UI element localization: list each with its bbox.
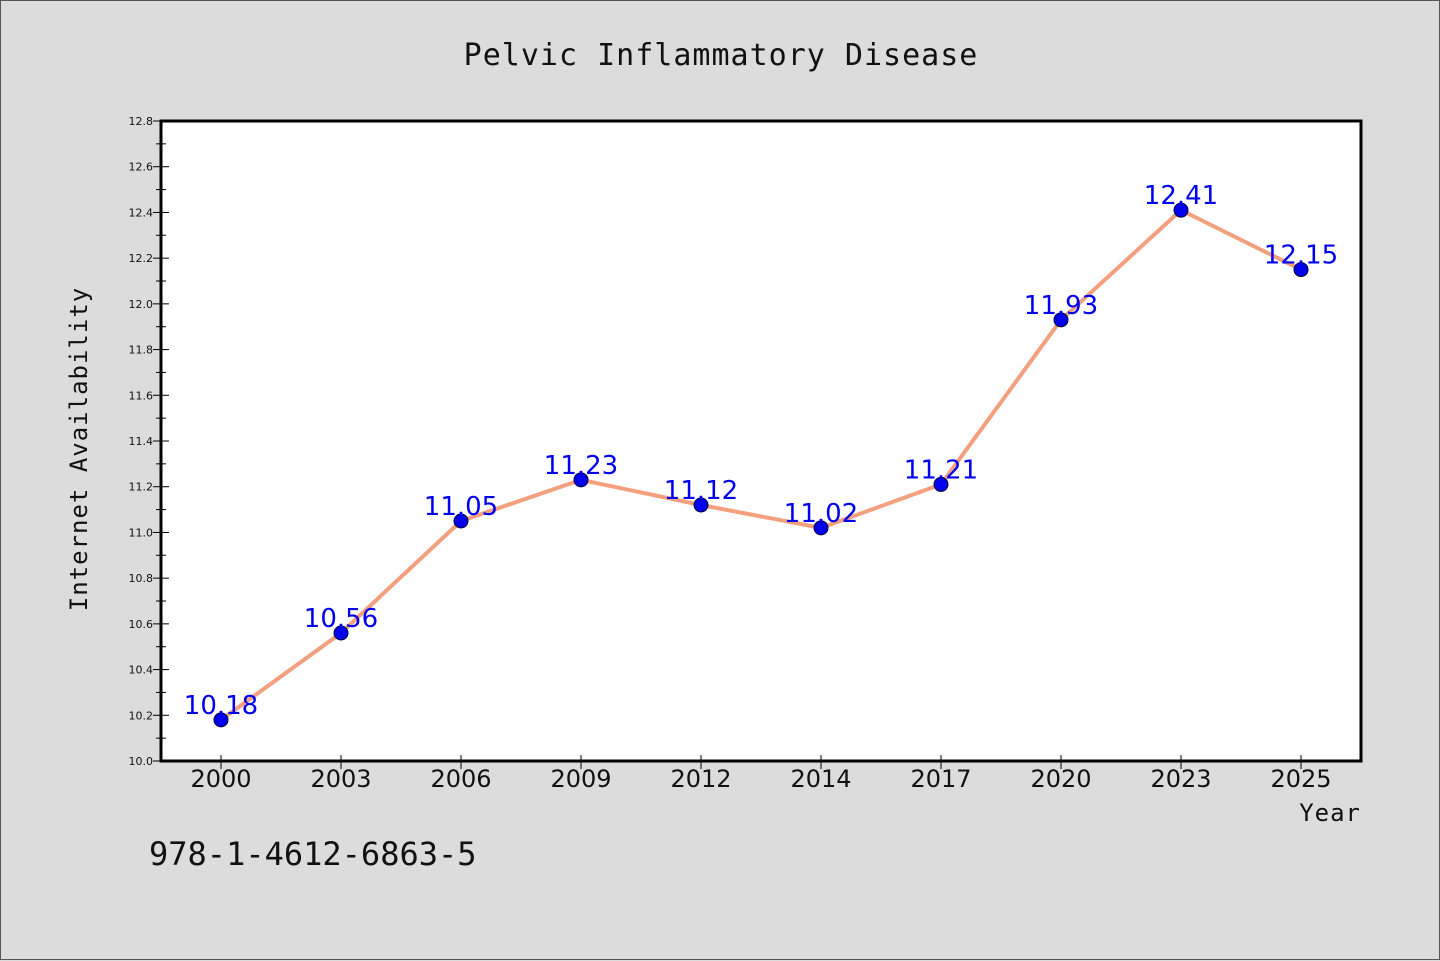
x-tick-label: 2009 bbox=[550, 765, 611, 793]
data-point bbox=[573, 472, 589, 488]
series-layer: 10.18 10.56 11.05 11.23 11.12 11.02 11.21 11.93… bbox=[184, 181, 1338, 728]
y-tick-label: 12.4 bbox=[129, 206, 154, 219]
y-tick-label: 11.4 bbox=[129, 435, 154, 448]
y-tick-label: 12.2 bbox=[129, 252, 154, 265]
y-axis: 10.0 10.2 10.4 10.6 10.8 11.0 11.2 11.4 11.6 11.8… bbox=[129, 115, 169, 768]
y-tick-label: 12.0 bbox=[129, 298, 154, 311]
x-tick-label: 2017 bbox=[910, 765, 971, 793]
x-axis: 2000 2003 2006 2009 2012 2014 2017 2020 2023 2025 bbox=[190, 755, 1332, 793]
data-label: 11.02 bbox=[784, 499, 858, 529]
data-point bbox=[1293, 262, 1309, 278]
y-tick-label: 11.8 bbox=[129, 344, 154, 357]
y-tick-label: 10.0 bbox=[129, 755, 154, 768]
series-line bbox=[219, 208, 1302, 722]
data-point bbox=[213, 712, 229, 728]
x-tick-label: 2012 bbox=[670, 765, 731, 793]
data-point bbox=[1173, 202, 1189, 218]
y-tick-label: 11.6 bbox=[129, 389, 154, 402]
y-tick-label: 11.2 bbox=[129, 481, 154, 494]
x-tick-label: 2003 bbox=[310, 765, 371, 793]
data-point bbox=[933, 476, 949, 492]
data-label: 10.56 bbox=[304, 604, 378, 634]
x-tick-label: 2025 bbox=[1270, 765, 1331, 793]
isbn-text: 978-1-4612-6863-5 bbox=[149, 835, 477, 873]
data-label: 10.18 bbox=[184, 691, 258, 721]
data-point bbox=[333, 625, 349, 641]
data-label: 11.05 bbox=[424, 492, 498, 522]
y-tick-label: 10.2 bbox=[129, 709, 154, 722]
y-axis-label: Internet Availability bbox=[65, 287, 93, 611]
x-tick-label: 2020 bbox=[1030, 765, 1091, 793]
x-tick-label: 2023 bbox=[1150, 765, 1211, 793]
y-tick-label: 11.0 bbox=[129, 526, 154, 539]
data-label: 11.12 bbox=[664, 476, 738, 506]
data-point bbox=[453, 513, 469, 529]
x-tick-label: 2014 bbox=[790, 765, 851, 793]
x-tick-label: 2006 bbox=[430, 765, 491, 793]
data-point bbox=[813, 520, 829, 536]
y-tick-label: 12.6 bbox=[129, 161, 154, 174]
chart-title: Pelvic Inflammatory Disease bbox=[464, 38, 979, 73]
data-label: 11.23 bbox=[544, 451, 618, 481]
y-tick-label: 10.8 bbox=[129, 572, 154, 585]
data-label: 11.21 bbox=[904, 455, 978, 485]
data-point bbox=[1053, 312, 1069, 328]
data-label: 12.41 bbox=[1144, 181, 1218, 211]
data-label: 11.93 bbox=[1024, 291, 1098, 321]
data-point bbox=[693, 497, 709, 513]
y-tick-label: 12.8 bbox=[129, 115, 154, 128]
y-tick-label: 10.6 bbox=[129, 618, 154, 631]
x-axis-label: Year bbox=[1299, 799, 1361, 827]
x-tick-label: 2000 bbox=[190, 765, 251, 793]
y-tick-label: 10.4 bbox=[129, 664, 154, 677]
data-label: 12.15 bbox=[1264, 241, 1338, 271]
